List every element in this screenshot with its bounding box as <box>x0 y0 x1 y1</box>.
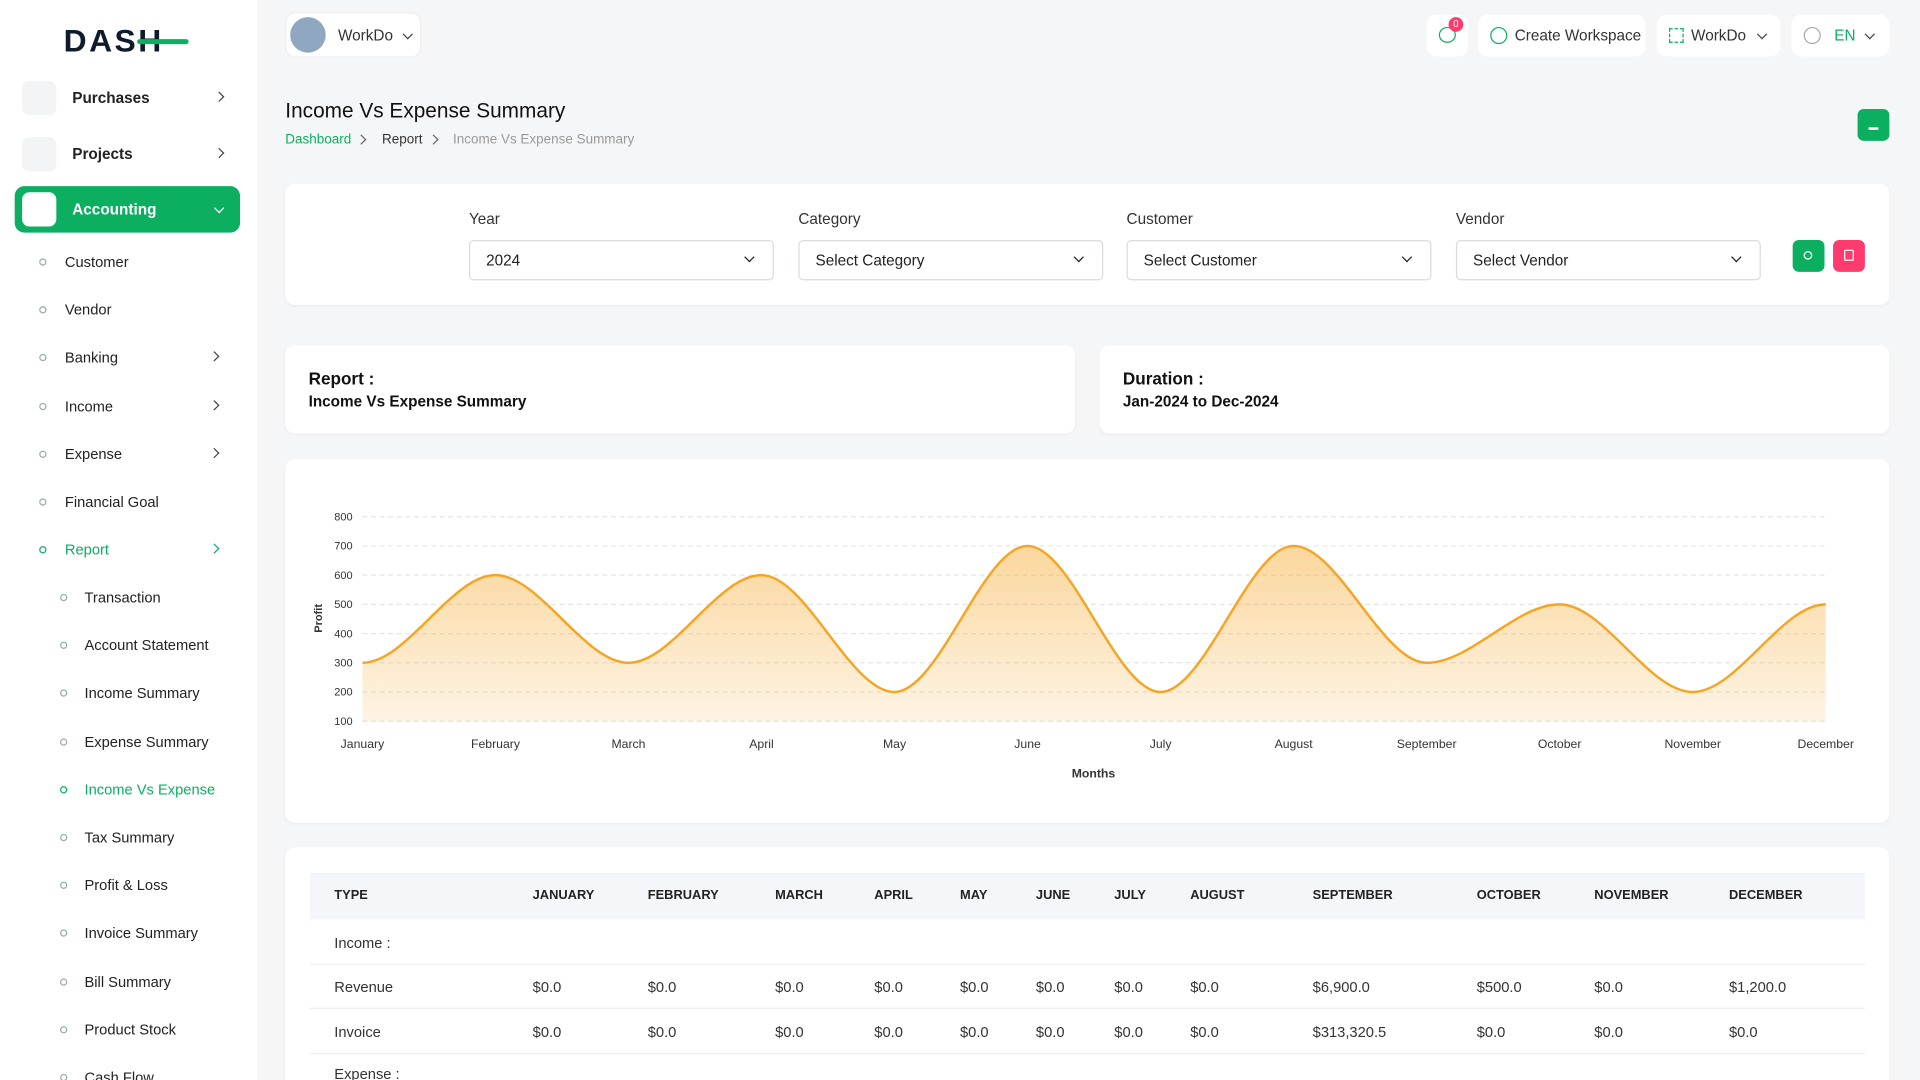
table-cell: $0.0 <box>1477 1022 1506 1042</box>
y-tick-label: 800 <box>334 511 352 523</box>
table-cell: $6,900.0 <box>1313 977 1370 997</box>
table-cell: $0.0 <box>1036 1022 1065 1042</box>
table-header-cell: FEBRUARY <box>648 885 719 905</box>
x-tick-label: January <box>341 737 385 751</box>
x-tick-label: October <box>1538 737 1582 751</box>
table-cell: $0.0 <box>533 977 562 997</box>
table-cell: $0.0 <box>1729 1022 1758 1042</box>
table-cell: Expense : <box>334 1064 399 1080</box>
y-tick-label: 200 <box>334 687 352 699</box>
table-header-cell: OCTOBER <box>1477 885 1541 905</box>
table-cell: $313,320.5 <box>1313 1022 1387 1042</box>
table-header-cell: MARCH <box>775 885 823 905</box>
table-header-cell: AUGUST <box>1190 885 1244 905</box>
table-cell: $0.0 <box>1114 977 1143 997</box>
y-tick-label: 700 <box>334 541 352 553</box>
x-axis-title: Months <box>1072 767 1116 781</box>
table-header-cell: APRIL <box>874 885 913 905</box>
table-header-cell: DECEMBER <box>1729 885 1803 905</box>
x-tick-label: April <box>749 737 773 751</box>
table-cell: $0.0 <box>874 977 903 997</box>
table-cell: $0.0 <box>648 977 677 997</box>
table-cell: $0.0 <box>1114 1022 1143 1042</box>
x-tick-label: December <box>1797 737 1853 751</box>
table-header-cell: TYPE <box>334 885 368 905</box>
x-tick-label: May <box>883 737 907 751</box>
area <box>362 546 1825 721</box>
x-tick-label: September <box>1397 737 1457 751</box>
y-tick-label: 500 <box>334 599 352 611</box>
table-cell: $0.0 <box>648 1022 677 1042</box>
table-cell: $0.0 <box>874 1022 903 1042</box>
table-header-cell: JUNE <box>1036 885 1070 905</box>
table-cell: $0.0 <box>960 977 989 997</box>
row-divider <box>310 964 1865 965</box>
table-cell: $0.0 <box>960 1022 989 1042</box>
x-tick-label: March <box>611 737 645 751</box>
table-cell: $0.0 <box>1594 1022 1623 1042</box>
table-cell: $0.0 <box>533 1022 562 1042</box>
y-axis-title: Profit <box>313 604 325 633</box>
y-tick-label: 100 <box>334 716 352 728</box>
y-tick-label: 400 <box>334 628 352 640</box>
table-cell: $0.0 <box>1190 1022 1219 1042</box>
x-tick-label: November <box>1664 737 1720 751</box>
x-tick-label: February <box>471 737 521 751</box>
table-cell: $1,200.0 <box>1729 977 1786 997</box>
table-cell: Revenue <box>334 977 393 997</box>
y-tick-label: 600 <box>334 570 352 582</box>
table-cell: $500.0 <box>1477 977 1522 997</box>
table-cell: Income : <box>334 933 390 953</box>
table-cell: Invoice <box>334 1022 381 1042</box>
table-cell: $0.0 <box>1594 977 1623 997</box>
y-tick-label: 300 <box>334 657 352 669</box>
table-header-cell: JULY <box>1114 885 1146 905</box>
table-header-cell: NOVEMBER <box>1594 885 1668 905</box>
table-cell: $0.0 <box>1036 977 1065 997</box>
table-cell: $0.0 <box>1190 977 1219 997</box>
x-tick-label: August <box>1275 737 1314 751</box>
table-cell: $0.0 <box>775 977 804 997</box>
table-cell: $0.0 <box>775 1022 804 1042</box>
table-header-cell: JANUARY <box>533 885 595 905</box>
x-tick-label: June <box>1014 737 1041 751</box>
table-header-cell: SEPTEMBER <box>1313 885 1393 905</box>
row-divider <box>310 1008 1865 1009</box>
x-tick-label: July <box>1150 737 1173 751</box>
row-divider <box>310 1053 1865 1054</box>
table-header-cell: MAY <box>960 885 987 905</box>
